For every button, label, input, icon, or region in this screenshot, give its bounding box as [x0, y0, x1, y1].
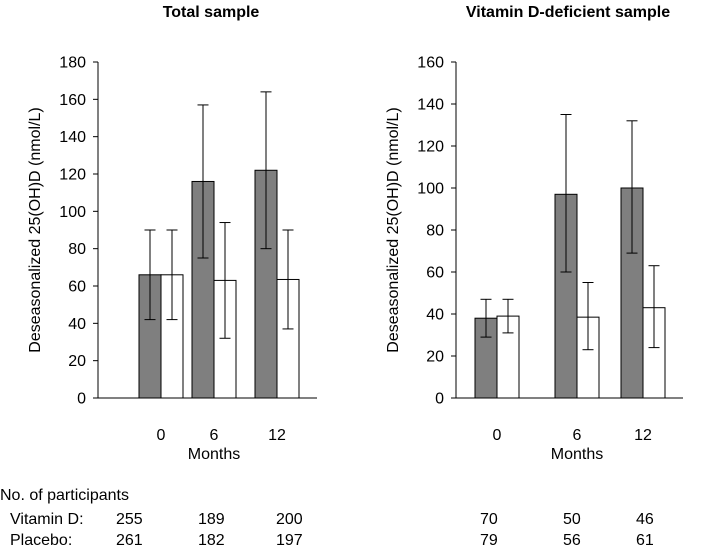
y-tick-label-total-180: 180 [59, 55, 86, 72]
x-tick-label-total-6: 6 [210, 427, 219, 444]
y-tick-label-total-120: 120 [59, 167, 86, 184]
y-tick-label-deficient-20: 20 [426, 349, 444, 366]
y-tick-label-deficient-160: 160 [417, 55, 444, 72]
count-vitd-deficient-12: 46 [636, 511, 654, 528]
x-tick-label-total-0: 0 [157, 427, 166, 444]
row-label-vitamin-d: Vitamin D: [10, 511, 84, 528]
count-vitd-total-6: 189 [198, 511, 225, 528]
y-tick-label-deficient-40: 40 [426, 307, 444, 324]
y-tick-label-deficient-60: 60 [426, 265, 444, 282]
y-tick-label-total-60: 60 [68, 279, 86, 296]
x-tick-label-deficient-6: 6 [573, 427, 582, 444]
x-axis-label-total: Months [188, 446, 240, 463]
chart-title-deficient: Vitamin D-deficient sample [466, 4, 670, 21]
chart-area: Total sample020406080100120140160180Dese… [27, 4, 683, 463]
count-placebo-total-0: 261 [116, 532, 143, 549]
chart-title-total: Total sample [163, 4, 260, 21]
y-tick-label-deficient-80: 80 [426, 223, 444, 240]
count-placebo-total-6: 182 [198, 532, 225, 549]
count-placebo-total-12: 197 [276, 532, 303, 549]
y-tick-label-total-140: 140 [59, 129, 86, 146]
y-axis-label-total: Deseasonalized 25(OH)D (nmol/L) [27, 107, 44, 352]
x-tick-label-deficient-12: 12 [634, 427, 652, 444]
count-placebo-deficient-6: 56 [563, 532, 581, 549]
y-tick-label-deficient-140: 140 [417, 97, 444, 114]
x-axis-label-deficient: Months [551, 446, 603, 463]
x-tick-label-total-12: 12 [268, 427, 286, 444]
x-tick-label-deficient-0: 0 [493, 427, 502, 444]
y-tick-label-deficient-0: 0 [435, 391, 444, 408]
y-tick-label-total-80: 80 [68, 241, 86, 258]
y-tick-label-total-160: 160 [59, 92, 86, 109]
y-tick-label-total-0: 0 [77, 391, 86, 408]
count-vitd-deficient-6: 50 [563, 511, 581, 528]
y-tick-label-deficient-120: 120 [417, 139, 444, 156]
count-vitd-deficient-0: 70 [480, 511, 498, 528]
y-tick-label-total-40: 40 [68, 316, 86, 333]
y-axis-label-deficient: Deseasonalized 25(OH)D (nmol/L) [385, 107, 402, 352]
count-vitd-total-12: 200 [276, 511, 303, 528]
count-placebo-deficient-0: 79 [480, 532, 498, 549]
count-placebo-deficient-12: 61 [636, 532, 654, 549]
y-tick-label-total-100: 100 [59, 204, 86, 221]
row-label-placebo: Placebo: [10, 532, 73, 549]
count-vitd-total-0: 255 [116, 511, 143, 528]
y-tick-label-total-20: 20 [68, 353, 86, 370]
y-tick-label-deficient-100: 100 [417, 181, 444, 198]
participants-header: No. of participants [0, 487, 129, 504]
